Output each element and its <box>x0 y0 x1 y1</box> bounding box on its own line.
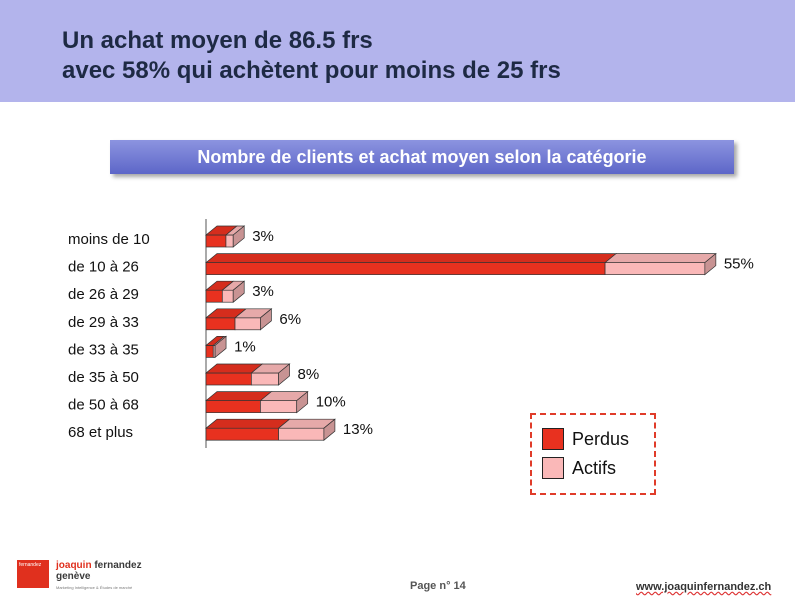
logo-text: fernandez <box>19 562 42 568</box>
legend-swatch-perdus <box>542 428 564 450</box>
bar-side <box>278 363 290 386</box>
title-line-1: Un achat moyen de 86.5 frs <box>62 27 373 54</box>
data-label: 8% <box>298 366 320 383</box>
category-label: de 50 à 68 <box>68 397 139 414</box>
slide-title: Un achat moyen de 86.5 frs avec 58% qui … <box>62 26 561 86</box>
legend-swatch-actifs <box>542 457 564 479</box>
bar-actifs-top <box>604 253 717 263</box>
bar-actifs-front <box>225 234 234 248</box>
data-label: 55% <box>724 256 754 273</box>
bar-perdus-front <box>205 400 261 413</box>
bar-side <box>232 225 245 248</box>
slide-header: Un achat moyen de 86.5 frs avec 58% qui … <box>0 0 795 102</box>
bar-perdus-front <box>205 289 223 303</box>
bar-side <box>704 252 717 276</box>
data-label: 13% <box>343 421 373 438</box>
data-label: 1% <box>234 338 256 355</box>
bar-chart: moins de 10 3% de 10 à 26 55% de 26 à 29 3% de… <box>68 219 754 448</box>
chart-subtitle-banner: Nombre de clients et achat moyen selon l… <box>110 140 734 174</box>
bar-side <box>214 335 227 359</box>
bar-perdus-top <box>205 418 291 429</box>
bar-actifs-front <box>278 427 325 441</box>
bar-side <box>260 308 272 331</box>
brand-tagline: Marketing Intelligence & Études de march… <box>56 585 133 590</box>
page-number: Page n° 14 <box>410 580 466 592</box>
bar-perdus-top <box>205 253 618 263</box>
brand-last-name: fernandez <box>91 560 142 571</box>
category-label: de 10 à 26 <box>68 259 139 276</box>
bar-perdus-front <box>205 317 236 331</box>
category-label: de 29 à 33 <box>68 314 139 331</box>
brand-city: genève <box>56 571 91 582</box>
website-link[interactable]: www.joaquinfernandez.ch <box>636 581 772 593</box>
bar-perdus-front <box>205 372 252 386</box>
category-label: de 26 à 29 <box>68 286 139 303</box>
data-label: 3% <box>252 228 274 245</box>
chart-legend: Perdus Actifs <box>530 413 656 495</box>
category-label: de 33 à 35 <box>68 341 139 358</box>
title-line-2: avec 58% qui achètent pour moins de 25 f… <box>62 57 561 84</box>
legend-item-actifs: Actifs <box>542 457 616 479</box>
brand-name: joaquin fernandez genève <box>56 560 142 582</box>
bar-perdus-front <box>205 345 214 358</box>
data-label: 6% <box>279 311 301 328</box>
bar-side <box>323 418 336 441</box>
category-label: 68 et plus <box>68 424 133 441</box>
company-logo: fernandez <box>17 560 49 588</box>
bar-actifs-front <box>260 400 298 413</box>
bar-actifs-front <box>234 317 261 331</box>
legend-label-actifs: Actifs <box>572 457 617 478</box>
category-label: de 35 à 50 <box>68 369 139 386</box>
chart-subtitle: Nombre de clients et achat moyen selon l… <box>197 147 647 167</box>
bar-actifs-front <box>604 262 706 275</box>
category-label: moins de 10 <box>68 231 150 248</box>
bar-side <box>232 280 245 303</box>
bar-side <box>296 390 309 414</box>
bar-perdus-front <box>205 427 279 441</box>
bar-perdus-front <box>205 234 227 248</box>
brand-first-name: joaquin <box>56 560 92 571</box>
data-label: 10% <box>316 394 346 411</box>
bar-actifs-front <box>221 289 234 303</box>
bar-perdus-front <box>205 262 606 275</box>
legend-label-perdus: Perdus <box>572 428 630 449</box>
legend-item-perdus: Perdus <box>542 428 629 450</box>
bar-actifs-front <box>251 372 279 386</box>
data-label: 3% <box>252 283 274 300</box>
